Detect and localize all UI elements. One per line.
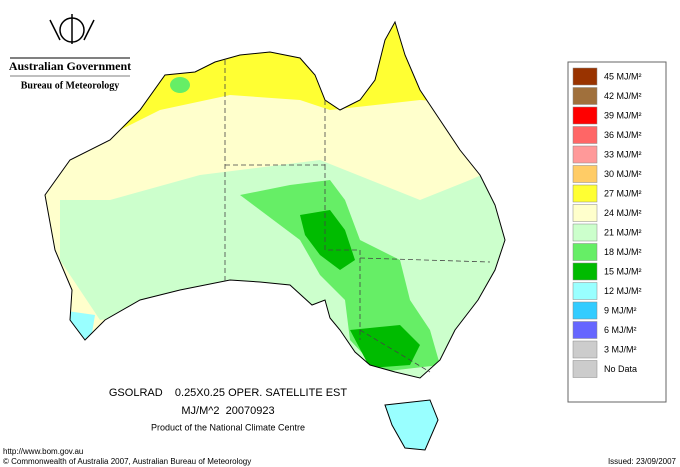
legend-label: 21 MJ/M² <box>604 227 642 237</box>
legend-swatch <box>572 204 598 222</box>
copyright: © Commonwealth of Australia 2007, Austra… <box>3 457 251 466</box>
legend-label: 42 MJ/M² <box>604 91 642 101</box>
legend-label: 6 MJ/M² <box>604 325 637 335</box>
legend-swatch <box>572 67 598 86</box>
logo: Australian Government Bureau of Meteorol… <box>9 14 131 91</box>
legend-swatch <box>572 165 598 183</box>
legend-swatch <box>572 243 598 261</box>
legend-swatch <box>572 184 598 203</box>
issued: Issued: 23/09/2007 <box>608 457 677 466</box>
legend-swatch <box>572 321 598 339</box>
legend-swatch <box>572 262 598 281</box>
government: Australian Government <box>9 59 131 73</box>
legend-label: No Data <box>604 364 637 374</box>
legend-swatch <box>572 106 598 125</box>
legend-label: 18 MJ/M² <box>604 247 642 257</box>
legend-label: 39 MJ/M² <box>604 110 642 120</box>
legend-label: 27 MJ/M² <box>604 188 642 198</box>
agency: Bureau of Meteorology <box>21 80 120 91</box>
legend-swatch <box>572 126 598 144</box>
legend-swatch <box>572 360 598 378</box>
caption-line: Product of the National Climate Centre <box>151 422 305 432</box>
legend-swatch <box>572 301 598 320</box>
legend-label: 30 MJ/M² <box>604 169 642 179</box>
legend-swatch <box>572 340 598 359</box>
legend-label: 12 MJ/M² <box>604 286 642 296</box>
legend-label: 24 MJ/M² <box>604 208 642 218</box>
url: http://www.bom.gov.au <box>3 447 83 456</box>
legend-label: 15 MJ/M² <box>604 266 642 276</box>
legend-swatch <box>572 223 598 242</box>
legend-label: 3 MJ/M² <box>604 344 637 354</box>
legend-label: 36 MJ/M² <box>604 130 642 140</box>
legend-label: 33 MJ/M² <box>604 149 642 159</box>
legend-swatch <box>572 87 598 105</box>
legend-label: 9 MJ/M² <box>604 305 637 315</box>
legend-swatch <box>572 145 598 164</box>
caption-line: MJ/M^2 20070923 <box>181 405 274 417</box>
legend: 45 MJ/M² 42 MJ/M² 39 MJ/M² 36 MJ/M² 33 MJ/M²… <box>572 67 642 378</box>
legend-label: 45 MJ/M² <box>604 71 642 81</box>
caption-line: GSOLRAD 0.25X0.25 OPER. SATELLITE EST <box>109 387 348 399</box>
legend-swatch <box>572 282 598 300</box>
